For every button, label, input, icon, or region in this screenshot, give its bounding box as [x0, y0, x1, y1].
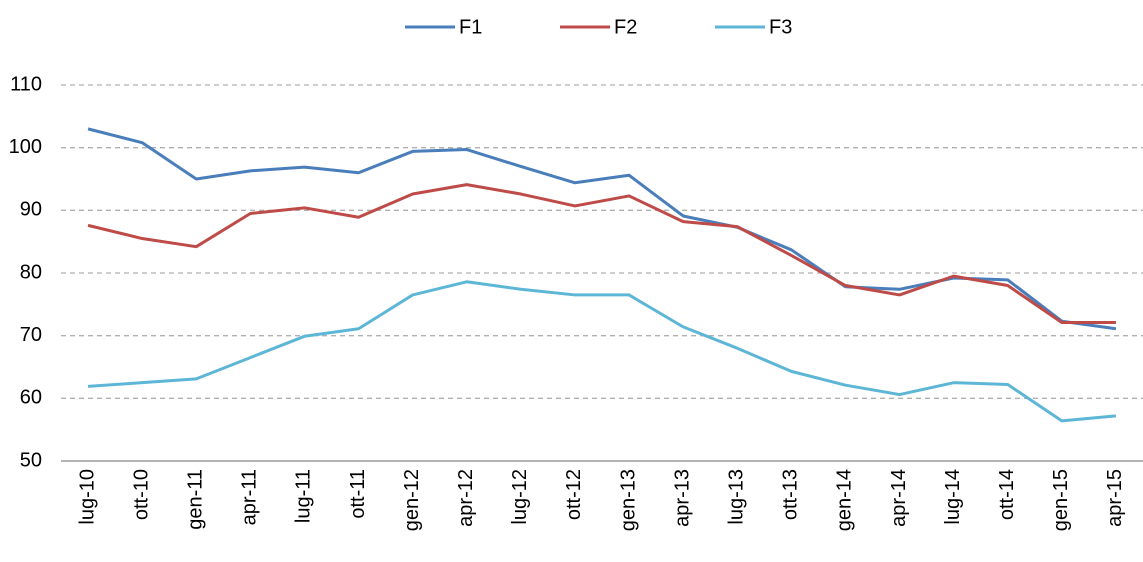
x-tick-label: gen-13	[617, 469, 639, 531]
series-line	[87, 280, 1117, 423]
x-tick-label: apr-13	[671, 469, 693, 527]
x-tick-label: ott-14	[996, 469, 1018, 520]
x-tick-label: lug-12	[509, 469, 531, 525]
x-tick-label: gen-12	[401, 469, 423, 531]
legend-label: F1	[459, 16, 482, 38]
y-tick-label: 90	[20, 199, 42, 221]
y-tick-label: 60	[20, 387, 42, 409]
y-tick-label: 100	[9, 136, 42, 158]
x-tick-label: apr-12	[455, 469, 477, 527]
x-tick-label: lug-11	[293, 469, 315, 523]
y-tick-label: 70	[20, 324, 42, 346]
x-tick-label: apr-14	[888, 469, 910, 527]
x-tick-label: apr-15	[1104, 469, 1126, 527]
series-line	[87, 183, 1116, 325]
x-tick-label: gen-15	[1050, 469, 1072, 531]
legend-label: F3	[769, 16, 792, 38]
x-tick-label: lug-10	[76, 469, 98, 525]
x-tick-label: gen-11	[185, 469, 207, 530]
x-tick-label: lug-13	[726, 469, 748, 525]
x-tick-label: gen-14	[834, 469, 856, 531]
x-tick-label: ott-12	[563, 469, 585, 520]
x-tick-label: lug-14	[942, 469, 964, 525]
y-tick-label: 110	[10, 73, 42, 95]
y-tick-label: 50	[20, 449, 42, 471]
x-tick-label: ott-11	[347, 469, 369, 519]
x-tick-label: ott-10	[130, 469, 152, 520]
legend-label: F2	[614, 16, 637, 38]
x-tick-label: apr-11	[239, 469, 261, 525]
x-tick-label: ott-13	[780, 469, 802, 520]
series-line	[87, 127, 1117, 331]
y-tick-label: 80	[20, 261, 42, 283]
